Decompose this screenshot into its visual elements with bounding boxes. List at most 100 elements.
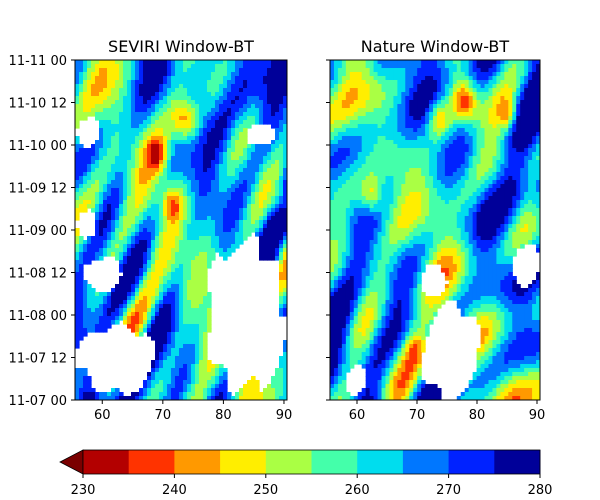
field-cell: [139, 228, 144, 233]
field-cell: [512, 108, 517, 113]
field-cell: [279, 388, 284, 393]
field-cell: [143, 236, 148, 241]
field-cell: [83, 248, 88, 253]
field-cell: [235, 196, 240, 201]
field-cell: [536, 100, 540, 105]
field-cell: [279, 312, 284, 317]
field-cell: [227, 240, 232, 245]
field-cell: [337, 100, 343, 105]
field-cell: [239, 240, 244, 245]
field-cell: [460, 84, 466, 89]
field-cell: [187, 88, 192, 93]
field-cell: [235, 200, 240, 205]
field-cell: [159, 396, 164, 400]
field-cell: [492, 144, 498, 149]
field-cell: [251, 144, 256, 149]
field-cell: [267, 244, 272, 249]
field-cell: [488, 108, 494, 113]
field-cell: [211, 124, 216, 129]
field-cell: [155, 72, 160, 77]
field-cell: [219, 116, 224, 121]
field-cell: [123, 256, 128, 261]
field-cell: [79, 288, 84, 293]
field-cell: [381, 168, 387, 173]
field-cell: [255, 392, 260, 397]
field-cell: [440, 64, 446, 69]
field-cell: [385, 144, 391, 149]
field-cell: [163, 228, 168, 233]
field-cell: [429, 80, 434, 85]
field-cell: [187, 108, 192, 113]
field-cell: [397, 104, 402, 109]
field-cell: [195, 264, 200, 269]
field-cell: [203, 360, 208, 365]
field-cell: [103, 244, 108, 249]
field-cell: [99, 308, 104, 313]
field-cell: [83, 168, 88, 173]
field-cell: [468, 72, 474, 77]
field-cell: [99, 208, 104, 213]
field-cell: [155, 136, 160, 141]
field-cell: [251, 92, 256, 97]
field-cell: [195, 368, 200, 373]
field-cell: [409, 116, 414, 121]
field-cell: [191, 312, 196, 317]
field-cell: [409, 84, 414, 89]
field-cell: [83, 80, 88, 85]
field-cell: [211, 80, 216, 85]
field-cell: [452, 100, 458, 105]
field-cell: [147, 260, 152, 265]
field-cell: [279, 372, 284, 377]
field-cell: [251, 384, 256, 389]
field-cell: [143, 396, 148, 400]
field-cell: [508, 64, 513, 69]
field-cell: [175, 380, 180, 385]
field-cell: [171, 268, 176, 273]
field-cell: [139, 128, 144, 133]
field-cell: [536, 116, 540, 121]
field-cell: [393, 80, 398, 85]
field-cell: [159, 168, 164, 173]
field-cell: [255, 120, 260, 125]
field-cell: [333, 72, 339, 77]
field-cell: [183, 96, 188, 101]
field-cell: [139, 108, 144, 113]
field-cell: [259, 120, 264, 125]
field-cell: [195, 168, 200, 173]
field-cell: [187, 140, 192, 145]
field-cell: [131, 140, 136, 145]
field-cell: [373, 72, 379, 77]
field-cell: [175, 280, 180, 285]
field-cell: [115, 220, 120, 225]
field-cell: [512, 120, 517, 125]
field-cell: [377, 96, 383, 101]
field-cell: [401, 128, 406, 133]
field-cell: [179, 348, 184, 353]
field-cell: [255, 380, 260, 385]
field-cell: [187, 332, 192, 337]
field-cell: [397, 168, 402, 173]
field-cell: [183, 380, 188, 385]
field-cell: [227, 96, 232, 101]
field-cell: [381, 88, 387, 93]
field-cell: [227, 216, 232, 221]
field-cell: [207, 224, 212, 229]
field-cell: [191, 204, 196, 209]
field-cell: [167, 344, 172, 349]
field-cell: [207, 76, 212, 81]
field-cell: [357, 164, 363, 169]
field-cell: [195, 148, 200, 153]
field-cell: [123, 308, 128, 313]
field-cell: [107, 252, 112, 257]
field-cell: [227, 164, 232, 169]
field-cell: [203, 144, 208, 149]
field-cell: [516, 92, 521, 97]
field-cell: [361, 148, 367, 153]
field-cell: [247, 392, 252, 397]
field-cell: [247, 164, 252, 169]
field-cell: [91, 244, 96, 249]
field-cell: [345, 96, 351, 101]
field-cell: [111, 220, 116, 225]
field-cell: [199, 120, 204, 125]
field-cell: [95, 140, 100, 145]
